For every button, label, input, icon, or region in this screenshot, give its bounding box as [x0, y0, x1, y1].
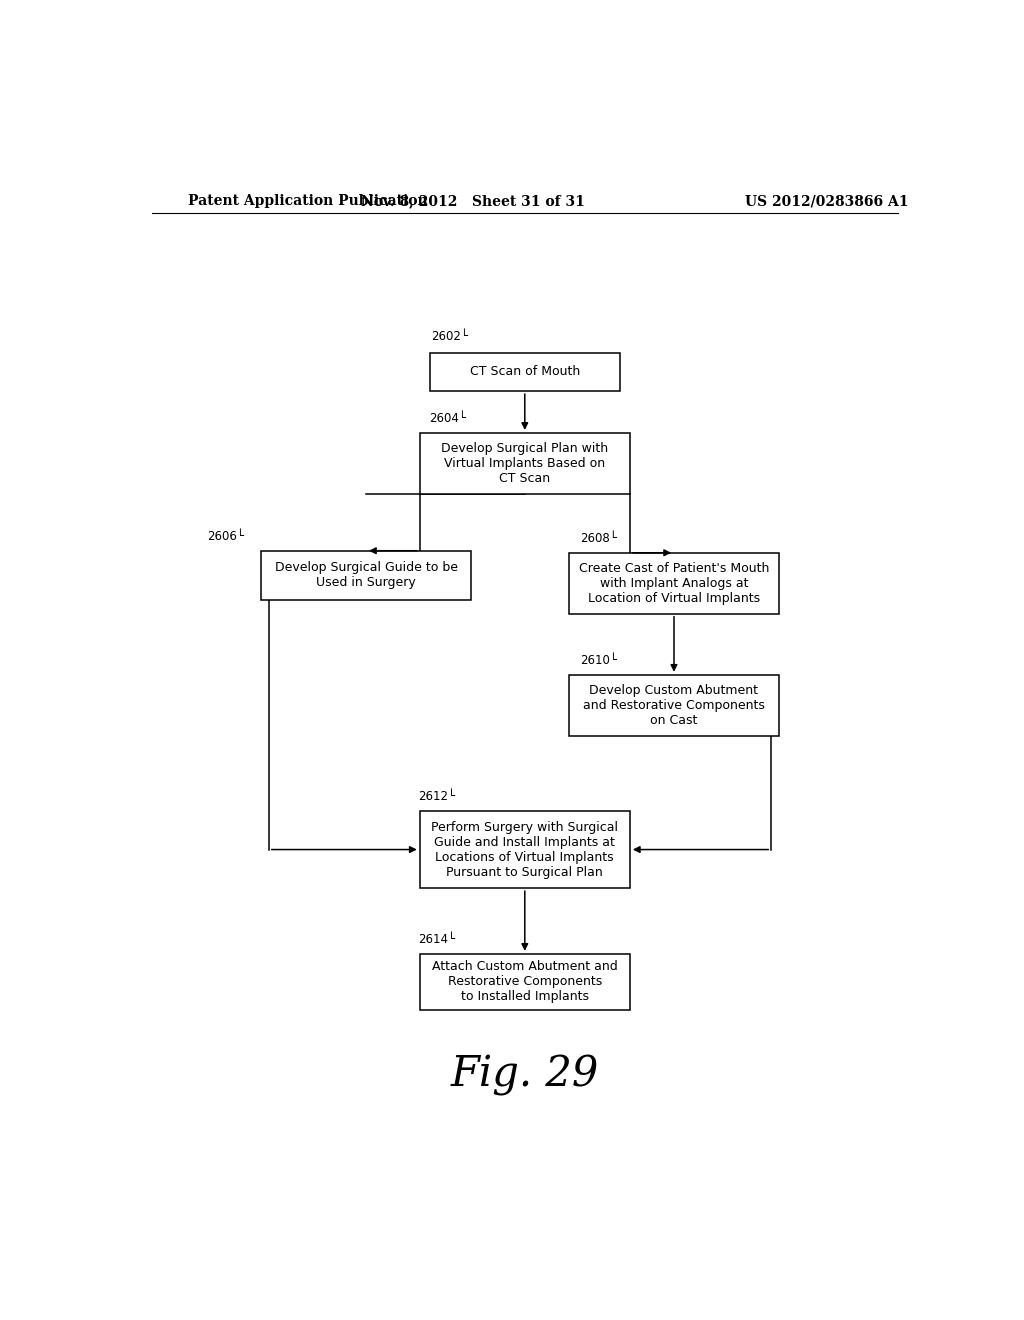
Bar	[430, 352, 621, 391]
Text: 2604└: 2604└	[430, 412, 467, 425]
Text: Develop Surgical Guide to be
Used in Surgery: Develop Surgical Guide to be Used in Sur…	[274, 561, 458, 589]
Text: US 2012/0283866 A1: US 2012/0283866 A1	[744, 194, 908, 209]
Text: Fig. 29: Fig. 29	[451, 1055, 599, 1096]
Text: Create Cast of Patient's Mouth
with Implant Analogs at
Location of Virtual Impla: Create Cast of Patient's Mouth with Impl…	[579, 562, 769, 605]
Bar	[420, 954, 630, 1010]
Text: 2606└: 2606└	[207, 529, 245, 543]
Bar	[569, 553, 779, 614]
Text: Patent Application Publication: Patent Application Publication	[187, 194, 427, 209]
Text: CT Scan of Mouth: CT Scan of Mouth	[470, 366, 580, 379]
Text: Attach Custom Abutment and
Restorative Components
to Installed Implants: Attach Custom Abutment and Restorative C…	[432, 960, 617, 1003]
Bar	[569, 675, 779, 735]
Text: 2610└: 2610└	[581, 653, 617, 667]
Text: 2608└: 2608└	[581, 532, 617, 545]
Text: Nov. 8, 2012   Sheet 31 of 31: Nov. 8, 2012 Sheet 31 of 31	[361, 194, 585, 209]
Bar	[420, 433, 630, 494]
Text: Develop Custom Abutment
and Restorative Components
on Cast: Develop Custom Abutment and Restorative …	[583, 684, 765, 727]
Text: 2614└: 2614└	[418, 933, 455, 946]
Bar	[420, 810, 630, 888]
Text: Perform Surgery with Surgical
Guide and Install Implants at
Locations of Virtual: Perform Surgery with Surgical Guide and …	[431, 821, 618, 879]
Text: 2602└: 2602└	[431, 330, 468, 343]
Bar	[261, 550, 471, 599]
Text: Develop Surgical Plan with
Virtual Implants Based on
CT Scan: Develop Surgical Plan with Virtual Impla…	[441, 442, 608, 484]
Text: 2612└: 2612└	[418, 789, 455, 803]
